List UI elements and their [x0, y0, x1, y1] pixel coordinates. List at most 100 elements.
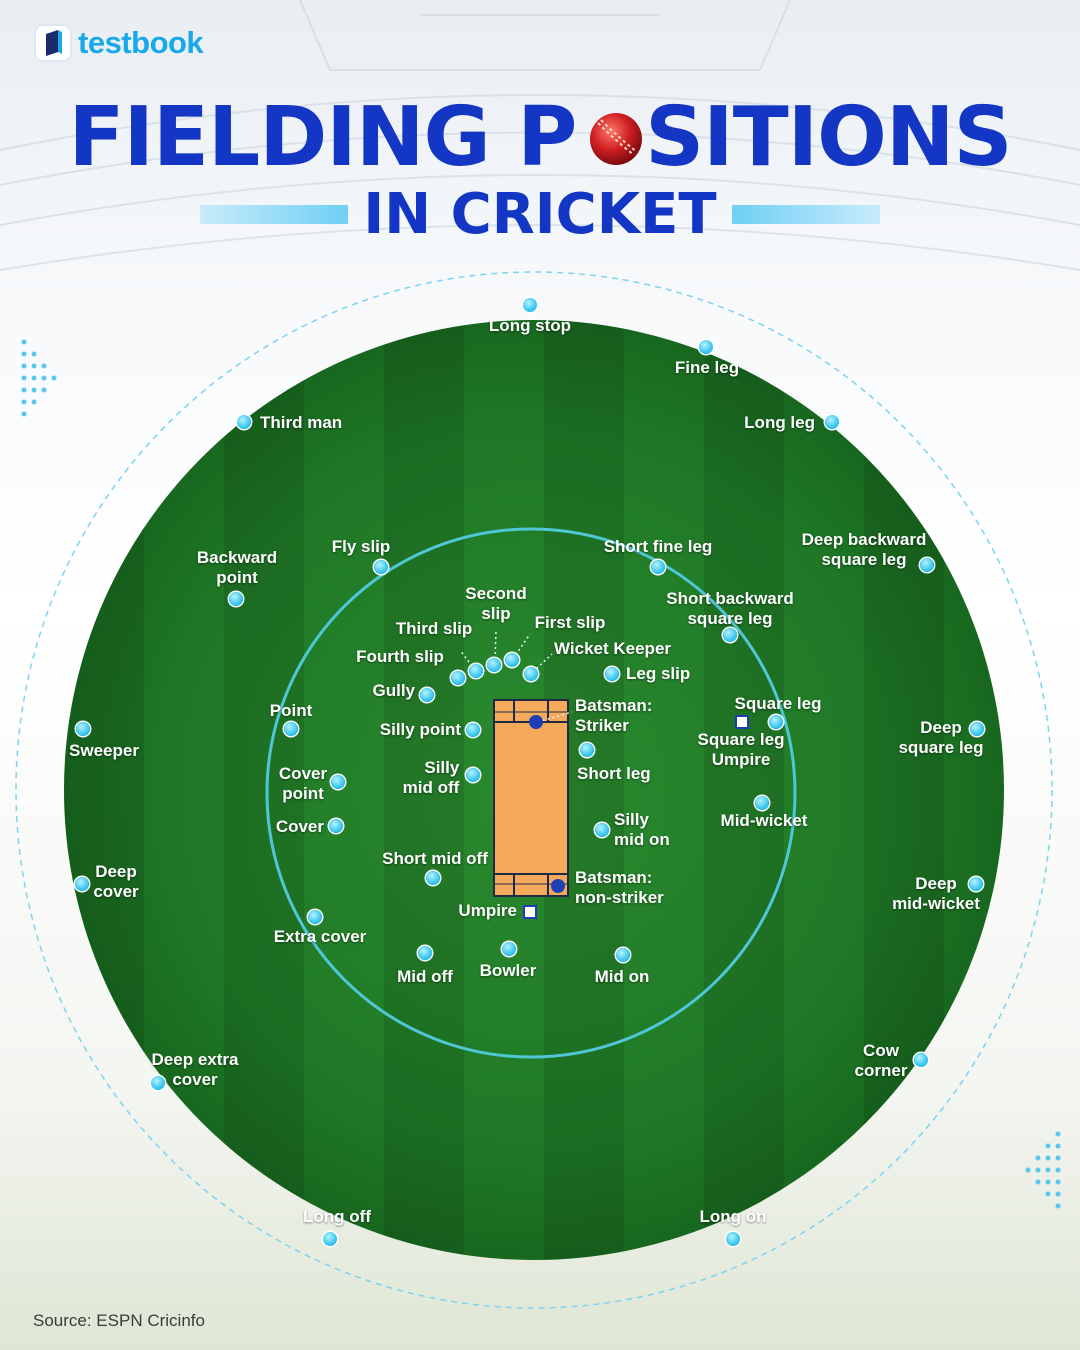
marker-cover	[329, 819, 343, 833]
label-deep-backward-square-leg-line2: square leg	[821, 550, 907, 569]
label-second-slip-line1: Second	[465, 584, 527, 603]
label-silly-mid-off-line2: mid off	[402, 778, 460, 797]
label-long-on: Long on	[699, 1207, 767, 1226]
label-silly-point: Silly point	[379, 720, 461, 739]
label-batsman-striker: Batsman: Striker	[575, 696, 652, 736]
label-deep-cover-line1: Deep	[95, 862, 137, 881]
page-title: FIELDING POSITIONS	[0, 88, 1080, 188]
label-short-leg: Short leg	[577, 764, 651, 783]
outer-boundary-dashed	[15, 271, 1053, 1309]
label-deep-square-leg-line2: square leg	[898, 738, 984, 757]
label-square-leg-umpire-line2: Umpire	[711, 750, 771, 769]
label-deep-square-leg-line1: Deep	[920, 718, 962, 737]
label-batsman-striker-line1: Batsman:	[575, 696, 653, 715]
label-deep-cover-line2: cover	[93, 882, 139, 901]
label-silly-mid-on-line2: mid on	[614, 830, 670, 849]
label-mid-wicket: Mid-wicket	[720, 811, 808, 830]
label-fly-slip: Fly slip	[331, 537, 391, 556]
label-silly-mid-on-line1: Silly	[614, 810, 649, 829]
cricket-pitch	[493, 699, 569, 897]
label-silly-mid-off: Silly mid off	[403, 758, 460, 798]
marker-deep-extra-cover	[151, 1076, 165, 1090]
subtitle-bar-right	[732, 205, 880, 224]
label-cow-corner-line1: Cow	[863, 1041, 899, 1060]
decorative-dots-right	[1025, 1131, 1061, 1209]
stadium-background	[0, 0, 1080, 271]
label-short-backward-square-leg-line1: Short backward	[666, 589, 794, 608]
subtitle-bar-left	[200, 205, 348, 224]
label-wicket-keeper: Wicket Keeper	[554, 639, 672, 658]
label-cover-point-line2: point	[282, 784, 324, 803]
label-batsman-non-striker-line1: Batsman:	[575, 868, 653, 887]
marker-backward-point	[229, 592, 243, 606]
label-backward-point-line1: Backward	[196, 548, 278, 567]
marker-mid-off	[418, 946, 432, 960]
label-backward-point: Backward point	[197, 548, 277, 588]
marker-extra-cover	[308, 910, 322, 924]
marker-fine-leg	[699, 340, 713, 354]
label-deep-backward-square-leg-line1: Deep backward	[801, 530, 927, 549]
label-first-slip: First slip	[534, 613, 606, 632]
label-deep-extra-cover-line2: cover	[172, 1070, 218, 1089]
brand: testbook	[36, 25, 204, 61]
marker-mid-wicket	[755, 796, 769, 810]
marker-silly-mid-off	[466, 768, 480, 782]
label-mid-on: Mid on	[594, 967, 650, 986]
marker-long-leg	[825, 415, 839, 429]
marker-square-leg	[769, 715, 783, 729]
label-deep-mid-wicket: Deep mid-wicket	[892, 874, 980, 914]
label-extra-cover: Extra cover	[273, 927, 367, 946]
marker-bowler	[502, 942, 516, 956]
marker-batsman-striker	[529, 715, 543, 729]
label-second-slip-line2: slip	[481, 604, 511, 623]
marker-wicket-keeper	[524, 667, 538, 681]
marker-third-man	[237, 415, 251, 429]
label-deep-mid-wicket-line2: mid-wicket	[892, 894, 980, 913]
inner-circle	[265, 527, 797, 1059]
label-cow-corner: Cow corner	[855, 1041, 908, 1081]
marker-deep-cover	[75, 877, 89, 891]
marker-leg-slip	[605, 667, 619, 681]
marker-second-slip	[487, 658, 501, 672]
source-credit: Source: ESPN Cricinfo	[33, 1311, 205, 1330]
marker-deep-square-leg	[970, 722, 984, 736]
marker-sweeper	[76, 722, 90, 736]
label-deep-extra-cover-line1: Deep extra	[151, 1050, 239, 1069]
cricket-ball-icon	[590, 113, 642, 165]
marker-long-stop	[523, 298, 537, 312]
label-third-man: Third man	[260, 413, 343, 432]
marker-mid-on	[616, 948, 630, 962]
label-second-slip: Second slip	[465, 584, 526, 624]
label-cover-point: Cover point	[279, 764, 327, 804]
marker-point	[284, 722, 298, 736]
marker-long-on	[726, 1232, 740, 1246]
label-bowler: Bowler	[479, 961, 537, 980]
marker-cover-point	[331, 775, 345, 789]
label-mid-off: Mid off	[397, 967, 453, 986]
label-deep-cover: Deep cover	[93, 862, 138, 902]
marker-gully	[420, 688, 434, 702]
marker-silly-point	[466, 723, 480, 737]
label-leg-slip: Leg slip	[626, 664, 691, 683]
label-sweeper: Sweeper	[69, 741, 139, 760]
label-long-off: Long off	[303, 1207, 371, 1226]
marker-first-slip	[505, 653, 519, 667]
marker-short-mid-off	[426, 871, 440, 885]
label-deep-backward-square-leg: Deep backward square leg	[802, 530, 927, 570]
testbook-logo-icon	[36, 26, 70, 60]
marker-short-fine-leg	[651, 560, 665, 574]
label-long-stop: Long stop	[488, 316, 572, 335]
label-cow-corner-line2: corner	[854, 1061, 908, 1080]
label-square-leg: Square leg	[734, 694, 822, 713]
brand-name: testbook	[78, 25, 204, 60]
label-gully: Gully	[372, 681, 415, 700]
label-short-backward-square-leg-line2: square leg	[687, 609, 773, 628]
label-short-mid-off: Short mid off	[382, 849, 488, 868]
marker-fourth-slip	[451, 671, 465, 685]
label-umpire: Umpire	[458, 901, 517, 920]
label-cover: Cover	[275, 817, 324, 836]
marker-third-slip	[469, 664, 483, 678]
marker-deep-mid-wicket	[969, 877, 983, 891]
label-batsman-striker-line2: Striker	[575, 716, 629, 735]
